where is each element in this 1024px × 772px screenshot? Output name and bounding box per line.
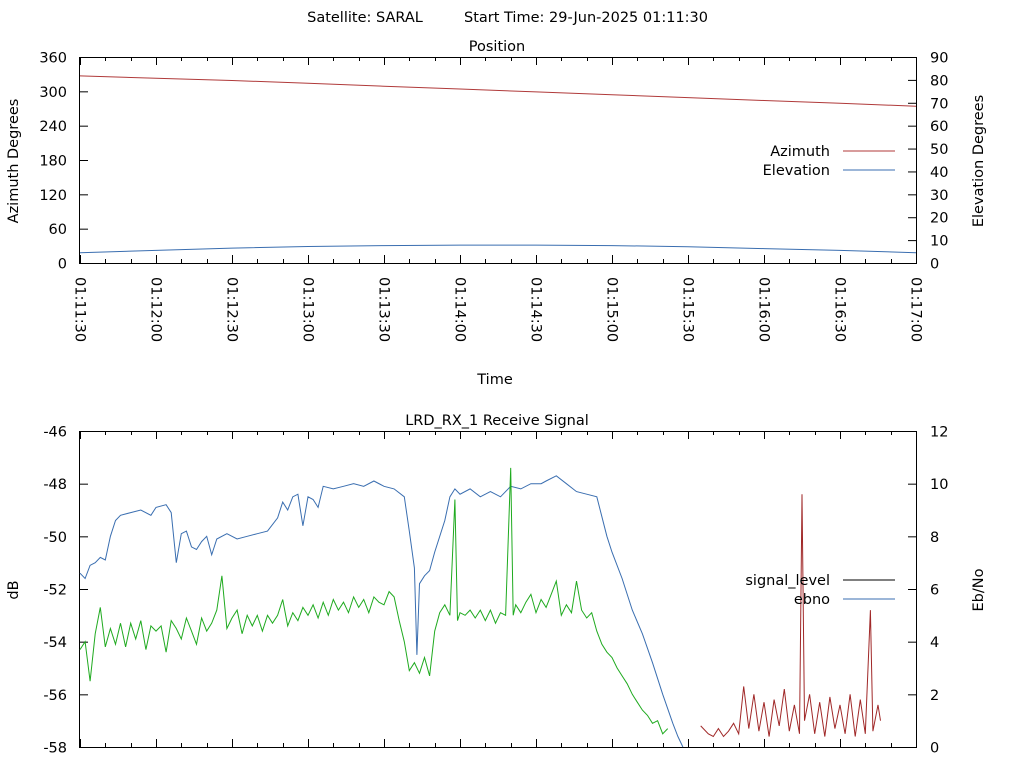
x-tick-label: 01:11:30 <box>72 277 88 342</box>
y2-tick-label: 10 <box>930 477 948 493</box>
series-line-Azimuth <box>79 75 917 107</box>
y2-tick-label: 50 <box>930 142 948 158</box>
y2-tick-label: 90 <box>930 51 948 67</box>
y2-tick-label: 40 <box>930 165 948 181</box>
x-tick-label: 01:16:00 <box>756 277 772 342</box>
series-line-ebno <box>79 475 684 748</box>
signal-y2-ticks: 0 2 4 6 8 10 12 <box>908 425 948 757</box>
y2-tick-label: 30 <box>930 188 948 204</box>
x-tick-label: 01:12:00 <box>148 277 164 342</box>
x-tick-label: 01:12:30 <box>224 277 240 342</box>
y2-tick-label: 80 <box>930 73 948 89</box>
legend-signal-level-label: signal_level <box>745 573 830 589</box>
y-tick-label: 180 <box>39 154 67 170</box>
y2-tick-label: 2 <box>930 688 939 704</box>
series-line-unlabeled <box>79 467 669 735</box>
x-tick-label: 01:13:30 <box>376 277 392 342</box>
legend-elevation-label: Elevation <box>763 163 830 179</box>
signal-legend: signal_level ebno <box>745 573 895 608</box>
legend-ebno-label: ebno <box>794 592 830 608</box>
y-tick-label: 300 <box>39 85 67 101</box>
y2-tick-label: 6 <box>930 583 939 599</box>
signal-title: LRD_RX_1 Receive Signal <box>405 413 589 429</box>
x-tick-label: 01:17:00 <box>908 277 924 342</box>
position-y2-ticks: 0 10 20 30 40 50 60 70 80 90 <box>908 51 948 273</box>
y-tick-label: -50 <box>43 530 67 546</box>
position-title: Position <box>469 39 525 55</box>
signal-x-ticks <box>80 431 917 747</box>
y-tick-label: 120 <box>39 188 67 204</box>
y2-tick-label: 4 <box>930 635 939 651</box>
x-tick-label: 01:15:00 <box>604 277 620 342</box>
y-tick-label: 0 <box>58 257 67 273</box>
signal-y-ticks: -58 -56 -54 -52 -50 -48 -46 <box>43 425 88 757</box>
signal-ylabel: dB <box>6 580 22 599</box>
y2-tick-label: 12 <box>930 425 948 441</box>
y-tick-label: -52 <box>43 583 67 599</box>
position-xlabel: Time <box>476 372 513 388</box>
y2-tick-label: 70 <box>930 96 948 112</box>
y2-tick-label: 20 <box>930 211 948 227</box>
x-tick-label: 01:14:30 <box>528 277 544 342</box>
signal-series <box>79 467 881 748</box>
position-ylabel: Azimuth Degrees <box>6 99 22 224</box>
position-legend: Azimuth Elevation <box>763 144 895 179</box>
y-tick-label: 360 <box>39 51 67 67</box>
position-plot-frame <box>79 57 917 264</box>
position-x-ticks: 01:11:30 01:12:00 01:12:30 01:13:00 01:13:30… <box>72 57 924 342</box>
y-tick-label: -58 <box>43 741 67 757</box>
signal-chart: LRD_RX_1 Receive Signal dB Eb/No -58-56-… <box>6 413 987 757</box>
x-tick-label: 01:15:30 <box>680 277 696 342</box>
series-line-signal_level <box>700 494 881 738</box>
signal-y2label: Eb/No <box>971 568 987 611</box>
x-tick-label: 01:16:30 <box>832 277 848 342</box>
position-y-ticks: 0 60 120 180 240 300 360 <box>39 51 88 273</box>
x-tick-label: 01:13:00 <box>300 277 316 342</box>
y-tick-label: 240 <box>39 119 67 135</box>
y2-tick-label: 8 <box>930 530 939 546</box>
start-time-label: Start Time: 29-Jun-2025 01:11:30 <box>464 10 708 26</box>
y-tick-label: 60 <box>49 222 67 238</box>
position-y2label: Elevation Degrees <box>971 95 987 227</box>
y-tick-label: -56 <box>43 688 67 704</box>
legend-azimuth-label: Azimuth <box>770 144 830 160</box>
position-chart: Position Azimuth Degrees Elevation Degre… <box>6 39 987 388</box>
y2-tick-label: 0 <box>930 257 939 273</box>
y2-tick-label: 10 <box>930 234 948 250</box>
y-tick-label: -48 <box>43 477 67 493</box>
x-tick-label: 01:14:00 <box>452 277 468 342</box>
position-series <box>79 75 917 254</box>
y-tick-label: -46 <box>43 425 67 441</box>
y-tick-label: -54 <box>43 635 67 651</box>
y2-tick-label: 0 <box>930 741 939 757</box>
series-line-Elevation <box>79 244 917 254</box>
y2-tick-label: 60 <box>930 119 948 135</box>
signal-plot-frame <box>79 431 917 748</box>
satellite-label: Satellite: SARAL <box>307 10 423 26</box>
